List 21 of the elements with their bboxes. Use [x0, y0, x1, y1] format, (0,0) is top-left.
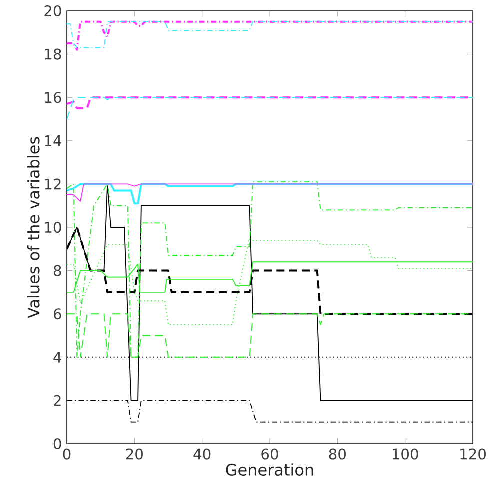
y-tick-label: 8 [54, 265, 62, 276]
x-tick-label: 120 [460, 448, 486, 460]
y-tick-label: 0 [54, 438, 62, 450]
x-axis-title: Generation [226, 464, 314, 476]
y-tick-label: 12 [45, 178, 61, 190]
y-tick-label: 10 [45, 222, 62, 234]
x-tick-label: 0 [63, 448, 71, 460]
y-tick-label: 6 [54, 308, 62, 320]
x-tick-label: 20 [126, 448, 144, 460]
line-series [67, 182, 473, 358]
x-tick-label: 80 [329, 448, 346, 460]
y-axis-title: Values of the variables [27, 137, 40, 318]
x-tick-label: 100 [392, 448, 418, 460]
x-tick-label: 40 [194, 448, 211, 460]
y-tick-label: 18 [45, 48, 62, 60]
y-tick-label: 14 [45, 136, 62, 146]
y-tick-label: 4 [54, 352, 62, 363]
y-tick-label: 20 [44, 5, 62, 17]
x-tick-label: 60 [262, 448, 278, 460]
y-tick-label: 2 [54, 395, 61, 406]
y-tick-label: 16 [45, 92, 62, 104]
